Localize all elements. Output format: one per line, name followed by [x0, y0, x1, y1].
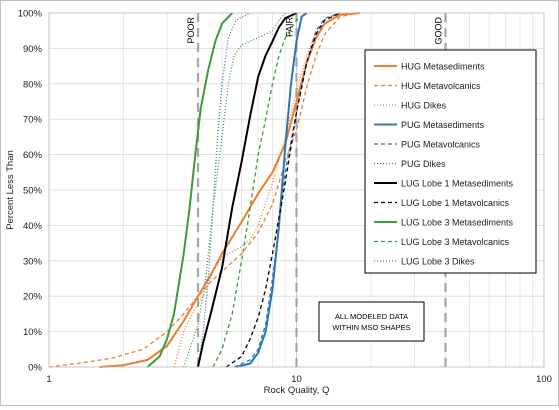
y-tick-label: 50% [23, 186, 43, 197]
legend-label: PUG Dikes [401, 159, 446, 169]
annotation: ALL MODELED DATA WITHIN MSO SHAPES [318, 301, 425, 342]
legend-label: HUG Dikes [401, 101, 447, 111]
y-tick-label: 100% [18, 9, 43, 20]
legend-label: LUG Lobe 3 Metavolcanics [401, 237, 510, 247]
y-tick-label: 80% [23, 79, 43, 90]
series-lines [48, 12, 360, 368]
legend-label: PUG Metavolcanics [401, 140, 481, 150]
x-tick-label: 1 [46, 374, 51, 385]
series-line [197, 12, 297, 368]
legend-label: LUG Lobe 1 Metasediments [401, 179, 514, 189]
legend-label: PUG Metasediments [401, 120, 485, 130]
axes: 0% 10% 20% 30% 40% 50% 60% 70% 80% 90% 100% 1 10 100 R… [5, 9, 552, 397]
series-line [183, 12, 286, 368]
y-axis-label: Percent Less Than [5, 150, 16, 230]
legend-label: LUG Lobe 1 Metavolcanics [401, 198, 510, 208]
legend-label: HUG Metasediments [401, 62, 485, 72]
y-tick-label: 40% [23, 221, 43, 232]
y-tick-label: 30% [23, 256, 43, 267]
series-line [48, 12, 360, 368]
legend-label: LUG Lobe 3 Dikes [401, 257, 475, 267]
series-line [197, 12, 251, 368]
y-tick-label: 90% [23, 44, 43, 55]
annotation-box [318, 301, 425, 342]
annotation-text: ALL MODELED DATA [335, 312, 408, 321]
threshold-label: POOR [186, 17, 196, 44]
annotation-text: WITHIN MSO SHAPES [332, 323, 410, 332]
legend-label: HUG Metavolcanics [401, 81, 481, 91]
threshold-label: GOOD [434, 17, 444, 45]
y-tick-label: 20% [23, 292, 43, 303]
legend: HUG Metasediments HUG Metavolcanics HUG Di… [364, 49, 537, 274]
y-tick-label: 70% [23, 115, 43, 126]
y-tick-label: 10% [23, 327, 43, 338]
quality-thresholds: POOR FAIR GOOD [186, 13, 447, 367]
y-tick-label: 0% [28, 363, 42, 374]
series-line [225, 12, 341, 368]
legend-box [364, 49, 537, 274]
threshold-label: FAIR [285, 17, 295, 38]
series-line [146, 12, 233, 368]
y-tick-label: 60% [23, 150, 43, 161]
plot-area [48, 12, 545, 368]
legend-label: LUG Lobe 3 Metasediments [401, 218, 514, 228]
x-tick-label: 100 [536, 374, 552, 385]
series-line [173, 12, 354, 368]
x-tick-label: 10 [291, 374, 302, 385]
x-axis-label: Rock Quality, Q [264, 385, 330, 396]
series-line [212, 12, 308, 368]
